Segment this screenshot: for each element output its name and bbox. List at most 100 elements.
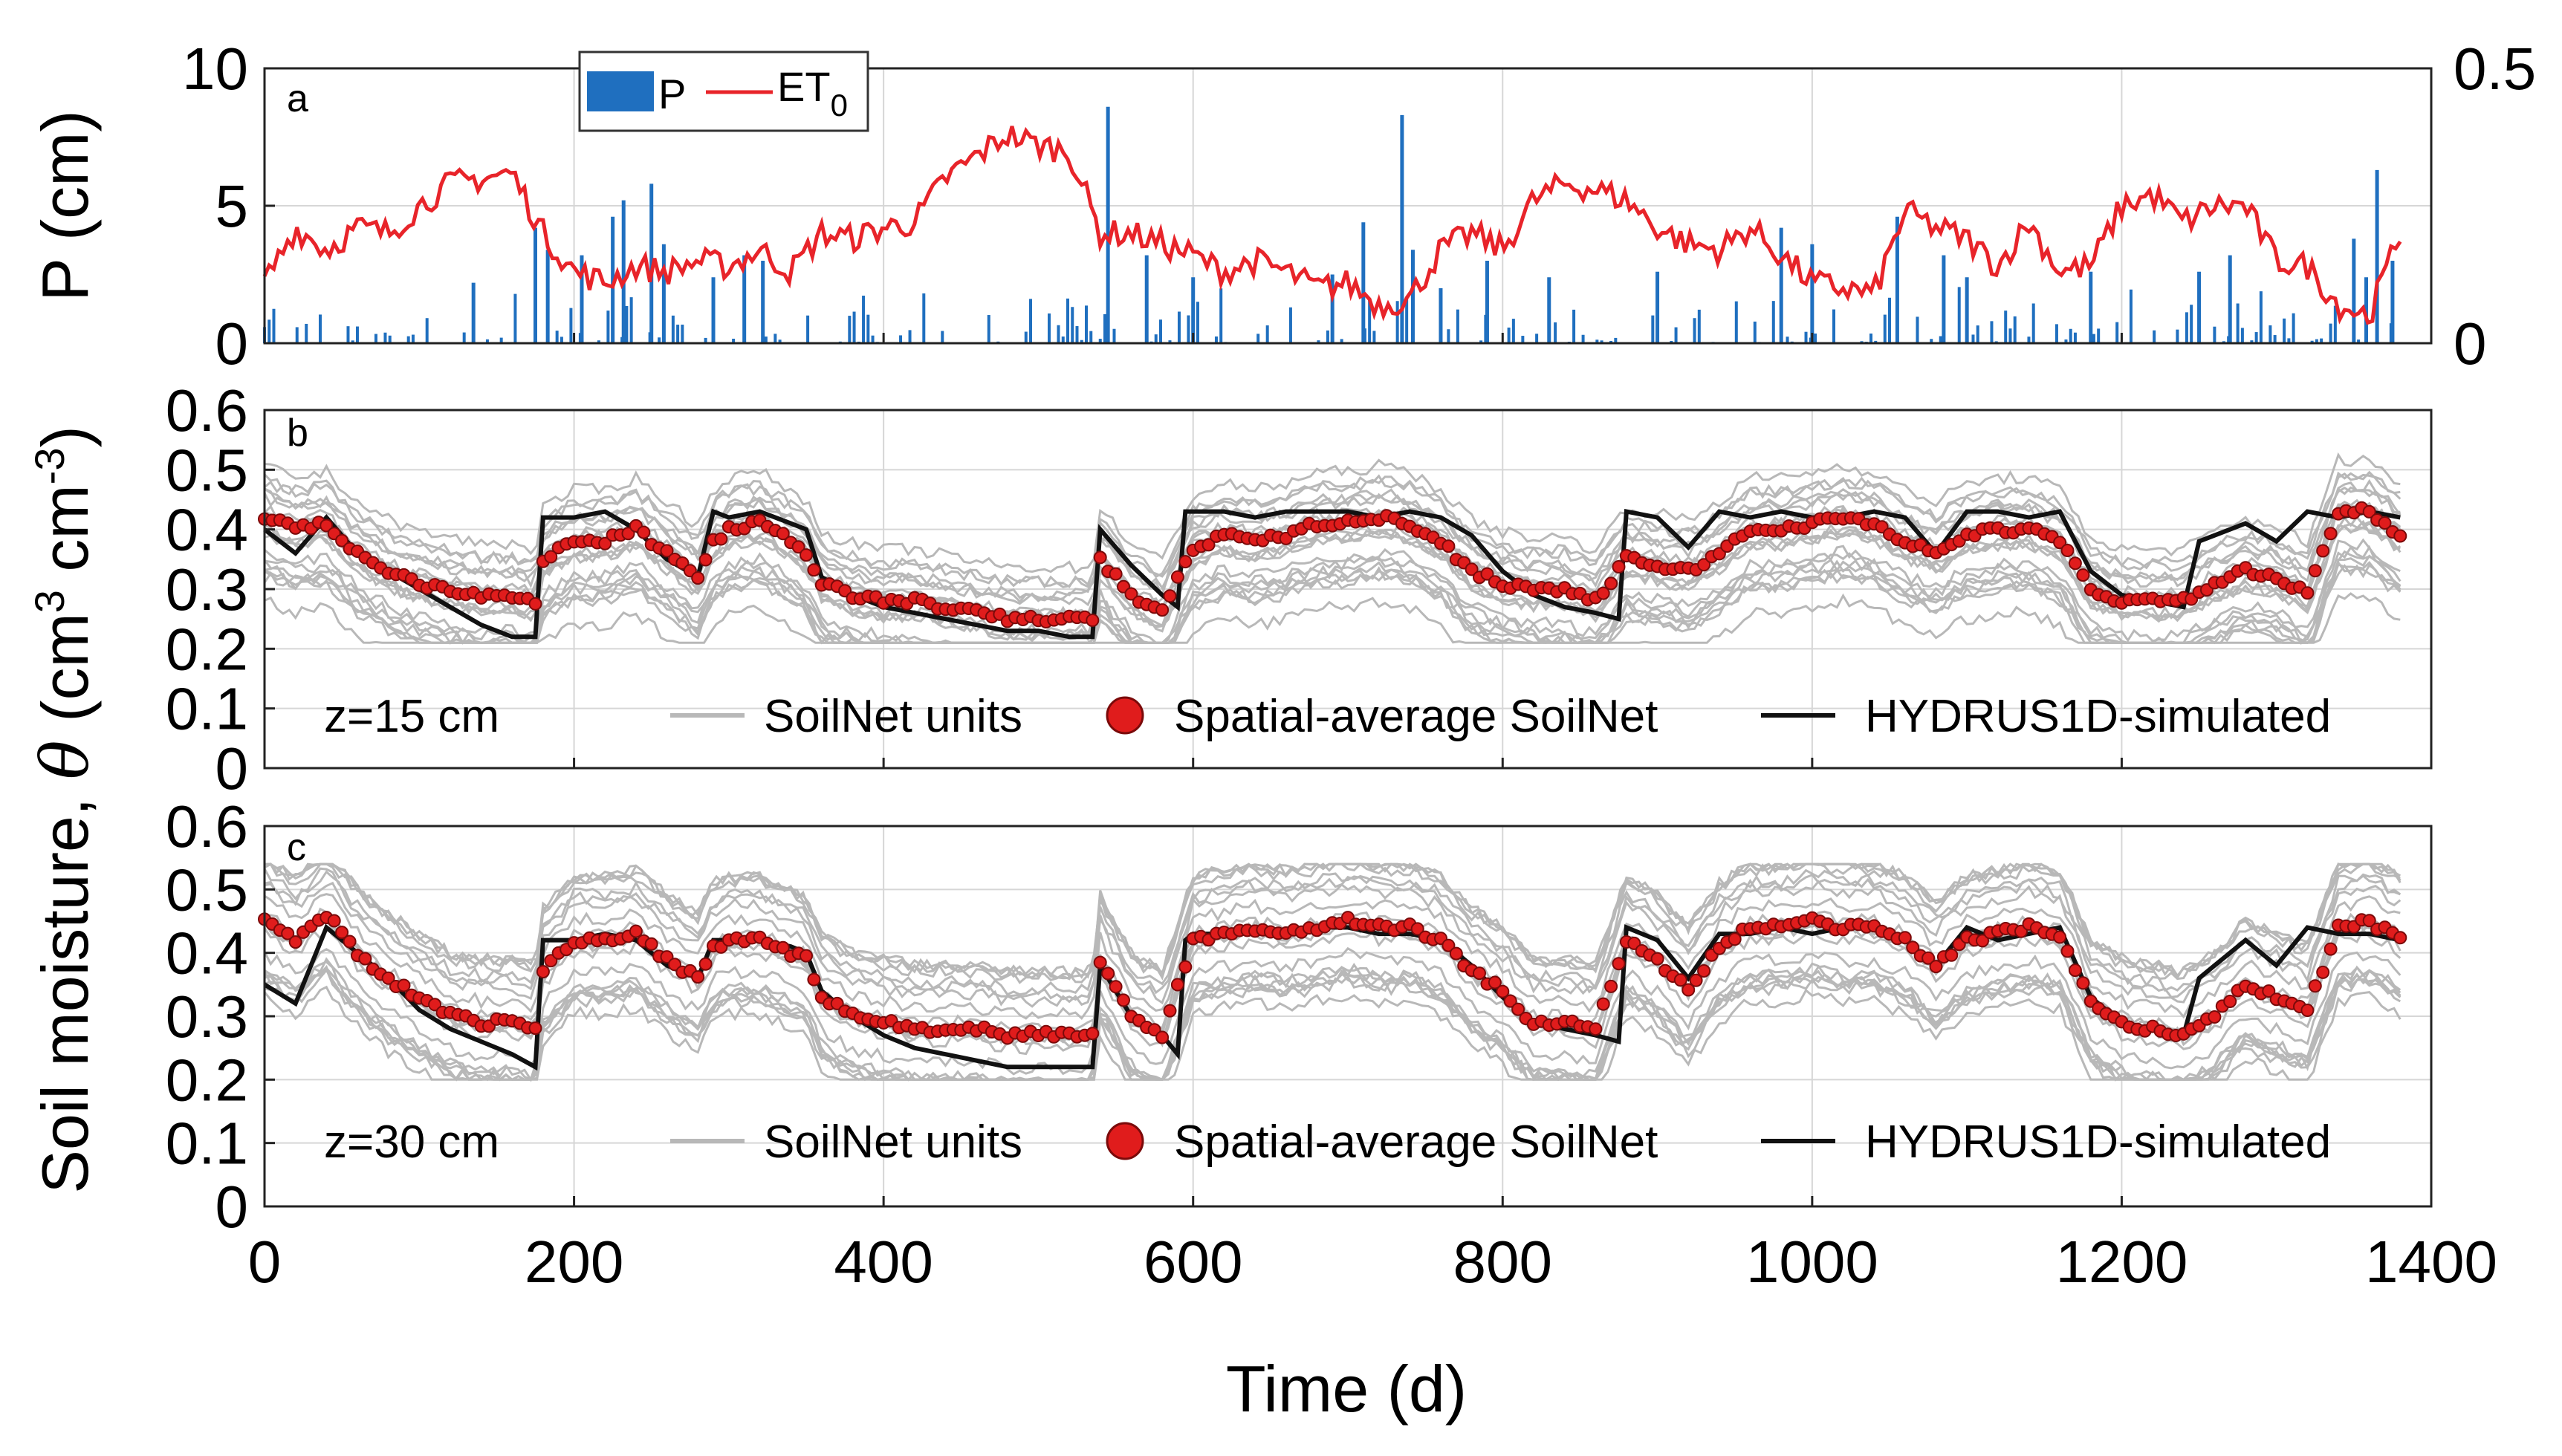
average-point bbox=[2362, 504, 2376, 519]
soilnet-unit-line bbox=[264, 452, 2401, 575]
average-point bbox=[1449, 946, 1463, 961]
et0-line bbox=[262, 126, 2402, 325]
y-tick-label: 0.2 bbox=[166, 616, 248, 682]
ylabel-unit-open: (cm bbox=[28, 613, 102, 740]
soilnet-unit-line bbox=[263, 563, 2402, 644]
x-tick-label: 600 bbox=[1144, 1229, 1242, 1295]
average-point bbox=[1201, 538, 1216, 552]
average-point bbox=[2300, 586, 2315, 600]
panel-b-legend: SoilNet units Spatial-average SoilNet HY… bbox=[670, 691, 2331, 742]
soilnet-unit-line bbox=[264, 545, 2402, 644]
ylabel-unit-close: ) bbox=[28, 426, 102, 447]
average-point bbox=[1650, 952, 1664, 966]
legend-et0-sub: 0 bbox=[831, 88, 848, 123]
average-point bbox=[1480, 567, 1494, 581]
average-point bbox=[1697, 558, 1711, 572]
average-point bbox=[1093, 550, 1107, 565]
average-point bbox=[776, 940, 790, 955]
panel-a-right-ticks: 00.5 bbox=[2421, 36, 2536, 377]
average-point bbox=[335, 533, 349, 547]
average-point bbox=[2300, 1004, 2315, 1017]
average-point bbox=[1093, 955, 1107, 969]
soilnet-unit-line bbox=[263, 470, 2401, 588]
soilnet-unit-line bbox=[264, 538, 2401, 644]
average-point bbox=[1945, 948, 1959, 962]
average-point bbox=[528, 597, 542, 611]
ylabel-exp1: 3 bbox=[26, 590, 73, 613]
average-point bbox=[544, 550, 558, 564]
panel-c-legend-avg-marker bbox=[1106, 1122, 1144, 1160]
average-point bbox=[2223, 995, 2237, 1008]
average-point bbox=[1612, 560, 1626, 573]
soilnet-unit-line bbox=[263, 550, 2402, 646]
legend-et0-label: ET0 bbox=[777, 63, 848, 123]
x-tick-label: 1400 bbox=[2365, 1229, 2497, 1295]
average-point bbox=[2308, 564, 2322, 578]
average-point bbox=[1898, 931, 1912, 945]
y-tick-label: 0 bbox=[215, 1174, 249, 1240]
average-point bbox=[1503, 994, 1517, 1008]
average-point bbox=[1178, 555, 1193, 569]
average-point bbox=[668, 958, 681, 972]
panel-c-legend-avg: Spatial-average SoilNet bbox=[1174, 1117, 1658, 1168]
average-point bbox=[691, 571, 705, 585]
average-point bbox=[1922, 951, 1936, 965]
panel-b-legend-sim: HYDRUS1D-simulated bbox=[1865, 691, 2331, 742]
x-tick-label: 200 bbox=[525, 1229, 623, 1295]
average-point bbox=[1697, 964, 1711, 978]
y-tick-label: 0 bbox=[215, 735, 249, 802]
average-point bbox=[776, 527, 790, 541]
average-point bbox=[1410, 922, 1424, 936]
legend-et0-main: ET bbox=[777, 63, 831, 110]
soilnet-unit-line bbox=[264, 554, 2402, 645]
soilnet-unit-line bbox=[264, 961, 2402, 1082]
average-point bbox=[2076, 568, 2090, 582]
average-point bbox=[800, 548, 813, 562]
average-point bbox=[1170, 570, 1184, 584]
average-point bbox=[1465, 562, 1479, 576]
average-point bbox=[791, 540, 805, 554]
y-tick-label: 0 bbox=[215, 311, 249, 377]
average-point bbox=[2308, 979, 2322, 993]
average-point bbox=[1155, 603, 1170, 617]
soilnet-unit-line bbox=[264, 893, 2401, 1020]
average-point bbox=[1604, 979, 1618, 993]
legend-p-swatch bbox=[587, 71, 654, 111]
average-point bbox=[1689, 973, 1703, 987]
average-point bbox=[1441, 938, 1456, 952]
soil-moisture-ylabel: Soil moisture, θ (cm3 cm-3) bbox=[26, 426, 103, 1194]
average-point bbox=[2323, 527, 2338, 541]
ylabel-prefix: Soil moisture, bbox=[28, 779, 102, 1194]
soilnet-unit-line bbox=[264, 964, 2402, 1082]
y-tick-label: 0.1 bbox=[166, 676, 248, 742]
average-point bbox=[1441, 539, 1456, 553]
average-point bbox=[381, 971, 395, 985]
soilnet-unit-line bbox=[264, 592, 2401, 644]
precipitation-bars bbox=[263, 106, 2395, 343]
average-point bbox=[691, 970, 705, 984]
average-point bbox=[1496, 984, 1510, 998]
average-point bbox=[698, 957, 713, 971]
x-axis-label: Time (d) bbox=[1226, 1352, 1467, 1426]
average-point bbox=[2323, 942, 2338, 956]
ylabel-theta: θ bbox=[27, 740, 103, 779]
average-point bbox=[1976, 934, 1989, 948]
panel-c-depth-label: z=30 cm bbox=[324, 1117, 499, 1168]
average-point bbox=[320, 519, 334, 533]
y-tick-label: 0.6 bbox=[166, 793, 248, 859]
average-point bbox=[335, 926, 349, 940]
average-point bbox=[2362, 914, 2376, 928]
soilnet-unit-line bbox=[265, 862, 2402, 980]
average-point bbox=[2076, 976, 2090, 990]
average-point bbox=[1681, 983, 1696, 997]
average-point bbox=[358, 952, 372, 966]
average-point bbox=[2060, 544, 2075, 557]
average-point bbox=[2060, 944, 2075, 958]
panel-b-depth-label: z=15 cm bbox=[324, 691, 499, 742]
panel-c-legend: SoilNet units Spatial-average SoilNet HY… bbox=[670, 1117, 2331, 1168]
y2-tick-label: 0.5 bbox=[2454, 36, 2536, 102]
x-tick-label: 0 bbox=[248, 1229, 282, 1295]
average-point bbox=[629, 924, 643, 938]
